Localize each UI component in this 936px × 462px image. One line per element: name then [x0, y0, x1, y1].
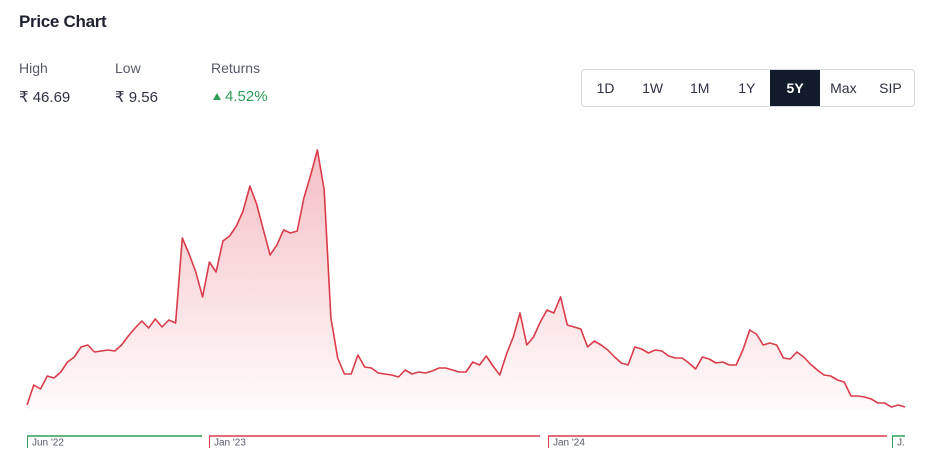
title: Price Chart: [19, 12, 107, 31]
period-label: J.: [897, 438, 905, 449]
stat-label: Low: [115, 60, 141, 76]
range-button[interactable]: 1M: [690, 80, 710, 96]
stat-returns: 4.52%: [213, 88, 268, 105]
stat-value: ₹ 9.56: [115, 89, 158, 106]
range-button[interactable]: 1W: [642, 80, 664, 96]
line: [26, 149, 906, 408]
stat-label: High: [19, 60, 48, 76]
up-icon: [213, 93, 221, 100]
area: [27, 150, 905, 410]
range-button[interactable]: 1Y: [738, 80, 756, 96]
range-button[interactable]: Max: [830, 80, 857, 96]
range-selector: 1D 1W 1M 1Y 5Y Max SIP: [581, 69, 915, 107]
period-label: Jan '23: [214, 438, 246, 449]
stat-label: Returns: [211, 60, 261, 76]
range-button[interactable]: 1D: [596, 80, 615, 96]
stat-value: 4.52%: [225, 88, 268, 105]
period-label: Jun '22: [32, 438, 64, 449]
period-label: Jan '24: [553, 438, 585, 449]
stat-value: ₹ 46.69: [19, 89, 71, 106]
range-button[interactable]: 5Y: [770, 70, 820, 106]
range-button[interactable]: SIP: [879, 80, 902, 96]
